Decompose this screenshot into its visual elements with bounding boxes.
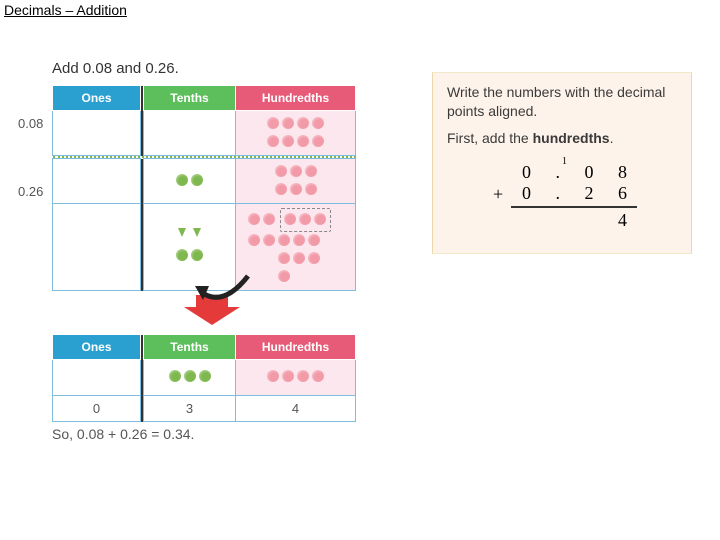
dots-008-hundredths (236, 111, 355, 155)
th-tenths-result: Tenths (144, 335, 236, 360)
th-tenths: Tenths (144, 86, 236, 111)
small-arrow-down-icon (193, 228, 201, 237)
regroup-box (280, 208, 331, 232)
rp-line-2-suffix: . (610, 130, 614, 146)
dots-026-hundredths (236, 159, 355, 203)
right-explain-panel: Write the numbers with the decimal point… (432, 72, 692, 254)
small-arrow-down-icon (178, 228, 186, 237)
left-diagram-panel: Add 0.08 and 0.26. 0.08 0.26 Ones Tenths… (26, 60, 426, 442)
dots-result-tenths (144, 365, 235, 391)
carry-digit: 1 (562, 156, 567, 167)
dots-combine-tenths (144, 243, 235, 269)
place-value-table-top: Ones Tenths Hundredths (52, 85, 356, 291)
rp-line-2: First, add the hundredths. (447, 129, 681, 148)
plus-sign: + (493, 184, 503, 205)
row-label-008: 0.08 (18, 116, 43, 131)
digit-tenths: 3 (144, 396, 236, 422)
rp-line-2-bold: hundredths (533, 130, 610, 146)
row-label-026: 0.26 (18, 184, 43, 199)
dots-combine-hundredths (236, 204, 355, 290)
addition-rule (511, 206, 637, 208)
vertical-addition: 1 0 . 0 8 + 0 . 2 6 4 (497, 162, 637, 231)
page-title: Decimals – Addition (4, 2, 127, 18)
tenths-arrows (144, 225, 235, 240)
addend-1: 0 . 0 8 (497, 162, 637, 183)
result-text: So, 0.08 + 0.26 = 0.34. (52, 426, 426, 442)
dots-026-tenths (144, 168, 235, 194)
th-ones-result: Ones (53, 335, 141, 360)
th-hundredths: Hundredths (236, 86, 356, 111)
th-hundredths-result: Hundredths (236, 335, 356, 360)
place-value-table-result: Ones Tenths Hundredths 0 3 4 (52, 334, 356, 422)
curved-regroup-arrow-icon (193, 268, 253, 308)
dots-result-hundredths (236, 365, 355, 391)
addend-2: 0 . 2 6 (497, 183, 637, 204)
add-instruction: Add 0.08 and 0.26. (52, 60, 426, 77)
sum-digit: 4 (497, 210, 637, 231)
rp-line-2-prefix: First, add the (447, 130, 533, 146)
th-ones: Ones (53, 86, 141, 111)
digit-hund: 4 (236, 396, 356, 422)
digit-ones: 0 (53, 396, 141, 422)
rp-line-1: Write the numbers with the decimal point… (447, 83, 681, 121)
